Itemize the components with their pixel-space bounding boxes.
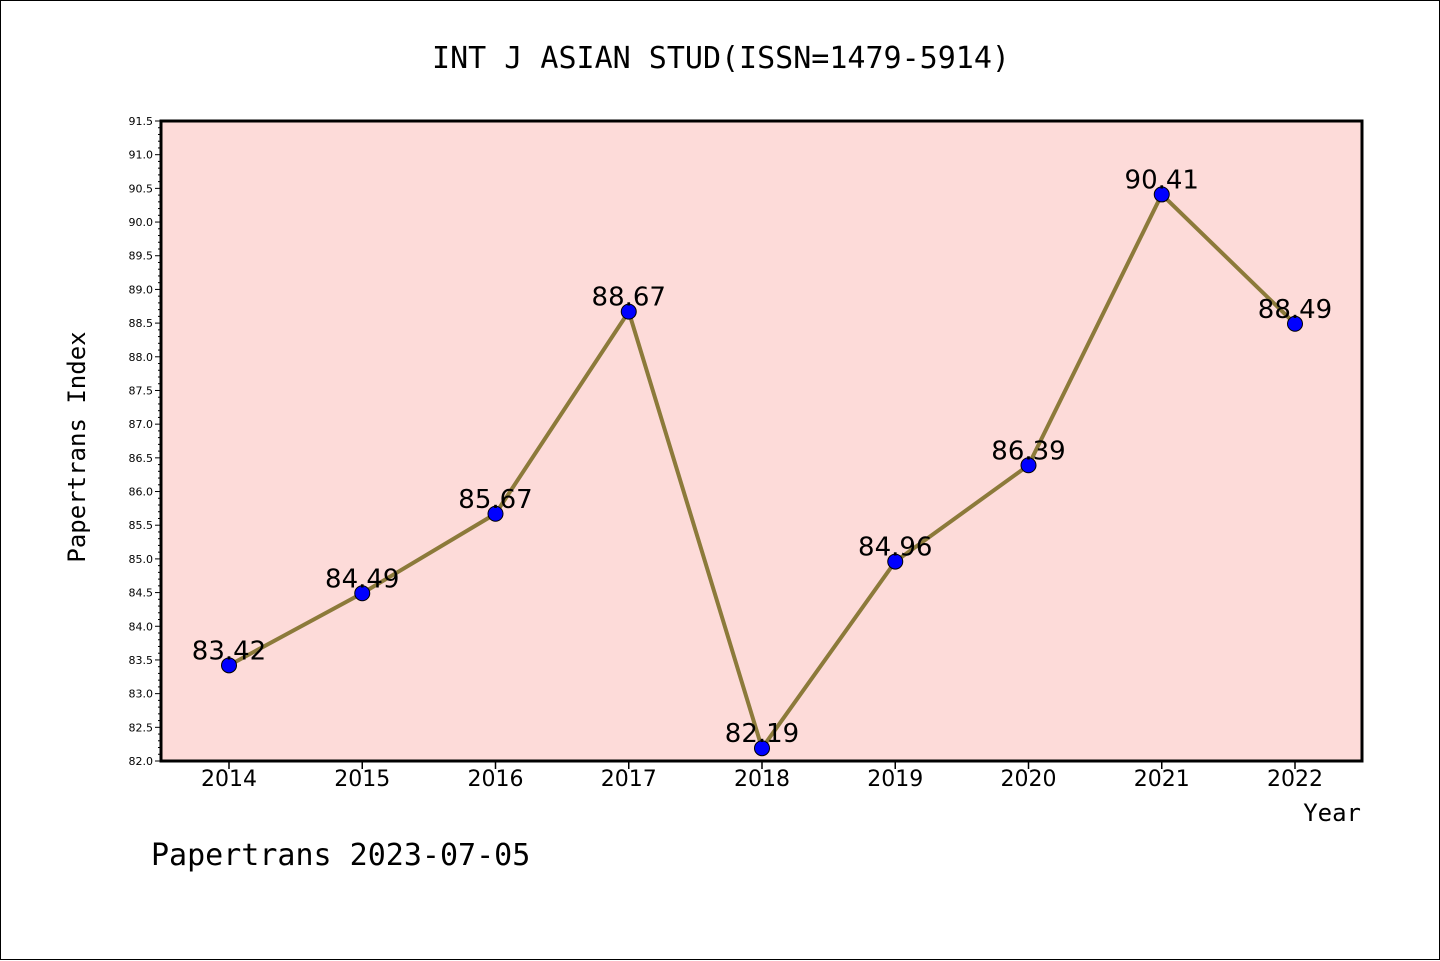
y-axis-title: Papertrans Index <box>63 331 91 562</box>
data-label-2015: 84.49 <box>325 564 399 594</box>
y-tick-label: 90.0 <box>129 216 154 229</box>
data-label-2020: 86.39 <box>991 436 1065 466</box>
x-tick-label: 2022 <box>1267 767 1323 792</box>
x-tick-label: 2016 <box>468 767 524 792</box>
y-tick-label: 86.0 <box>129 486 154 499</box>
data-point-2014 <box>221 657 237 674</box>
data-label-2016: 85.67 <box>458 485 532 515</box>
y-tick-label: 91.5 <box>129 115 154 128</box>
y-tick-label: 83.5 <box>129 654 154 667</box>
x-tick-label: 2021 <box>1134 767 1190 792</box>
data-label-2019: 84.96 <box>858 533 932 563</box>
y-tick-label: 82.0 <box>129 755 154 768</box>
data-label-2018: 82.19 <box>725 719 799 749</box>
y-tick-label: 87.5 <box>129 384 154 397</box>
x-tick-label: 2017 <box>601 767 657 792</box>
data-point-2016 <box>487 505 504 522</box>
y-tick-label: 88.0 <box>129 351 154 364</box>
y-tick-label: 86.5 <box>129 452 154 465</box>
data-label-2022: 88.49 <box>1258 295 1332 325</box>
x-tick-label: 2014 <box>201 767 257 792</box>
y-tick-label: 89.5 <box>129 250 154 263</box>
data-point-2022 <box>1287 315 1303 332</box>
data-point-2017 <box>620 303 637 320</box>
footer-date: Papertrans 2023-07-05 <box>151 838 530 873</box>
x-tick-label: 2019 <box>867 767 923 792</box>
y-tick-label: 91.0 <box>129 149 154 162</box>
y-tick-label: 82.5 <box>129 721 154 734</box>
y-tick-label: 85.5 <box>129 519 154 532</box>
x-tick-label: 2015 <box>334 767 390 792</box>
y-tick-label: 85.0 <box>129 553 154 566</box>
data-point-2021 <box>1153 186 1170 203</box>
data-label-2014: 83.42 <box>192 636 266 666</box>
y-tick-label: 84.0 <box>129 620 154 633</box>
data-label-2017: 88.67 <box>592 283 666 313</box>
data-point-2020 <box>1020 457 1037 474</box>
y-tick-label: 88.5 <box>129 317 154 330</box>
chart-title: INT J ASIAN STUD(ISSN=1479-5914) <box>432 41 1010 76</box>
data-label-2021: 90.41 <box>1125 165 1199 195</box>
x-tick-label: 2020 <box>1001 767 1057 792</box>
plot-area <box>161 121 1362 761</box>
y-tick-label: 90.5 <box>129 182 154 195</box>
y-tick-label: 87.0 <box>129 418 154 431</box>
x-axis-title: Year <box>1303 799 1361 827</box>
x-tick-label: 2018 <box>734 767 790 792</box>
y-tick-label: 84.5 <box>129 587 154 600</box>
y-tick-label: 89.0 <box>129 283 154 296</box>
y-tick-label: 83.0 <box>129 688 154 701</box>
data-point-2018 <box>754 740 770 757</box>
plot-border <box>159 119 1364 763</box>
data-point-2019 <box>887 553 904 570</box>
data-point-2015 <box>354 585 371 602</box>
